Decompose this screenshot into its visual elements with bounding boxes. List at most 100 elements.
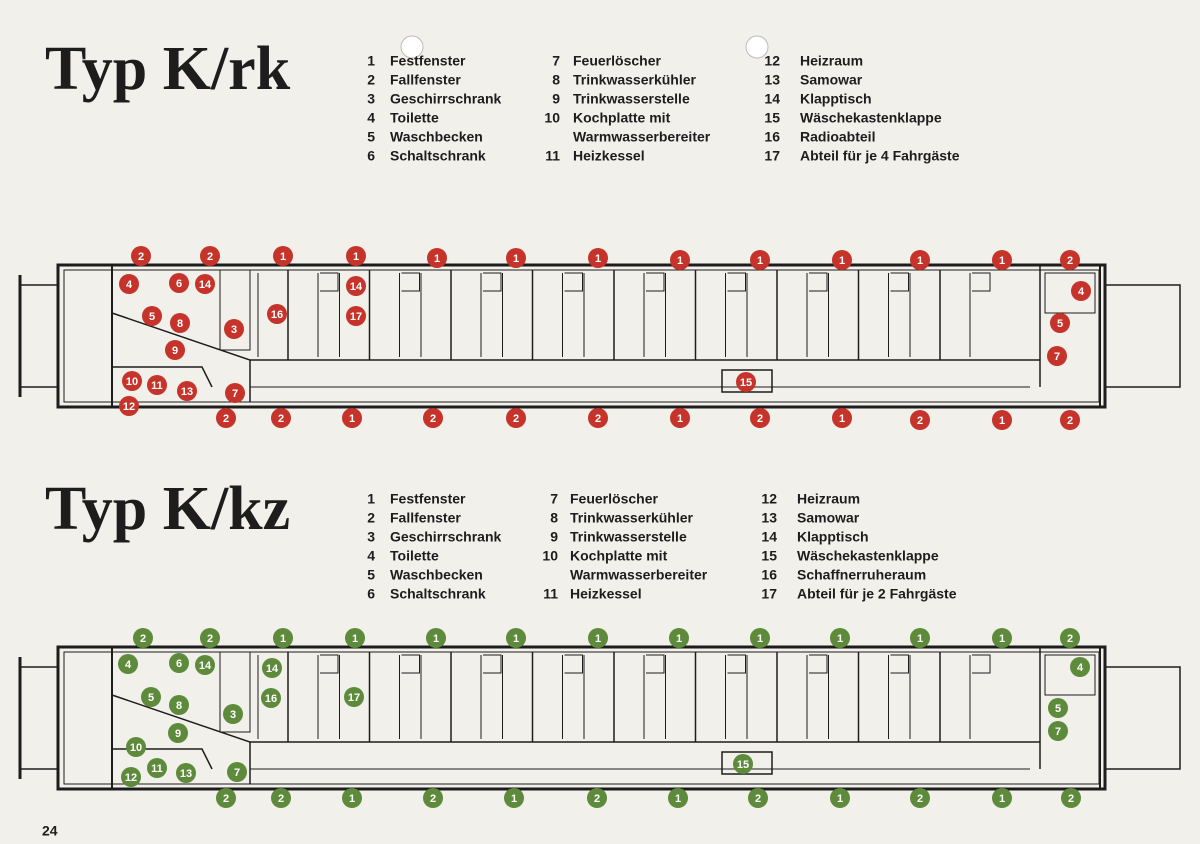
- table: [972, 654, 991, 674]
- marker-label: 1: [349, 793, 355, 805]
- marker-label: 12: [125, 772, 137, 784]
- marker-label: 11: [151, 380, 163, 392]
- marker-label: 7: [234, 767, 240, 779]
- table: [483, 272, 502, 292]
- marker-label: 1: [349, 413, 355, 425]
- marker: [133, 628, 153, 648]
- table: [890, 654, 909, 674]
- legend-text: Radioabteil: [800, 129, 875, 145]
- marker: [121, 767, 141, 787]
- legend-number: 3: [367, 529, 375, 545]
- legend-number: 12: [761, 491, 777, 507]
- marker-label: 1: [999, 793, 1005, 805]
- marker-label: 3: [230, 709, 236, 721]
- marker-label: 12: [123, 401, 135, 413]
- legend-number: 4: [367, 110, 375, 126]
- legend-number: 6: [367, 586, 375, 602]
- marker-label: 1: [917, 255, 923, 267]
- marker-label: 5: [1055, 703, 1061, 715]
- marker-label: 7: [1054, 351, 1060, 363]
- marker-label: 2: [223, 793, 229, 805]
- legend-number: 9: [550, 529, 558, 545]
- marker: [750, 408, 770, 428]
- marker-label: 10: [130, 742, 142, 754]
- legend-number: 6: [367, 148, 375, 164]
- marker: [344, 687, 364, 707]
- marker-label: 16: [271, 309, 283, 321]
- legend-text: Waschbecken: [390, 567, 483, 583]
- cabinet: [219, 651, 251, 733]
- table: [483, 654, 502, 674]
- legend-number: 9: [552, 91, 560, 107]
- marker: [227, 762, 247, 782]
- legend-number: 13: [764, 72, 780, 88]
- legend-text: Kochplatte mit: [570, 548, 668, 564]
- marker: [832, 408, 852, 428]
- legend-text: Warmwasserbereiter: [570, 567, 708, 583]
- legend-number: 8: [552, 72, 560, 88]
- legend-text: Heizraum: [800, 53, 863, 69]
- marker-label: 1: [757, 255, 763, 267]
- marker-label: 16: [265, 693, 277, 705]
- legend-text: Samowar: [800, 72, 863, 88]
- marker-label: 5: [149, 311, 155, 323]
- marker-label: 1: [839, 413, 845, 425]
- marker-label: 2: [1068, 793, 1074, 805]
- legend-number: 7: [550, 491, 558, 507]
- marker: [271, 788, 291, 808]
- marker: [992, 410, 1012, 430]
- marker-label: 10: [126, 376, 138, 388]
- marker-label: 1: [757, 633, 763, 645]
- table: [972, 272, 991, 292]
- legend-text: Klapptisch: [800, 91, 872, 107]
- legend-text: Toilette: [390, 548, 439, 564]
- marker-label: 2: [1067, 255, 1073, 267]
- marker: [200, 246, 220, 266]
- legend-number: 12: [764, 53, 780, 69]
- marker-label: 1: [434, 253, 440, 265]
- legend-text: Trinkwasserstelle: [573, 91, 690, 107]
- marker: [1050, 313, 1070, 333]
- legend-number: 5: [367, 129, 375, 145]
- marker: [195, 274, 215, 294]
- marker-label: 1: [280, 251, 286, 263]
- marker: [261, 688, 281, 708]
- marker-label: 1: [676, 633, 682, 645]
- marker-label: 1: [595, 253, 601, 265]
- marker-label: 1: [999, 633, 1005, 645]
- marker: [346, 246, 366, 266]
- marker: [165, 340, 185, 360]
- legend-text: Feuerlöscher: [573, 53, 661, 69]
- marker: [346, 306, 366, 326]
- marker: [346, 276, 366, 296]
- marker-label: 1: [999, 415, 1005, 427]
- marker-label: 1: [837, 633, 843, 645]
- marker-label: 1: [837, 793, 843, 805]
- marker: [267, 304, 287, 324]
- marker-label: 4: [125, 659, 132, 671]
- marker-label: 15: [740, 377, 752, 389]
- legend-text: Abteil für je 4 Fahrgäste: [800, 148, 960, 164]
- railcar: [18, 645, 1181, 791]
- punch-hole: [400, 35, 424, 59]
- marker: [506, 248, 526, 268]
- section-title: Typ K/rk: [45, 35, 291, 103]
- legend-text: Fallfenster: [390, 510, 461, 526]
- table: [564, 654, 583, 674]
- section-title: Typ K/kz: [45, 475, 290, 543]
- marker-label: 2: [430, 413, 436, 425]
- legend-number: 16: [764, 129, 780, 145]
- flap: [721, 369, 773, 393]
- marker-label: 6: [176, 278, 182, 290]
- marker: [216, 408, 236, 428]
- marker: [169, 695, 189, 715]
- legend-number: 17: [764, 148, 780, 164]
- marker: [342, 788, 362, 808]
- legend-text: Kochplatte mit: [573, 110, 671, 126]
- legend-number: 10: [544, 110, 560, 126]
- marker-label: 2: [755, 793, 761, 805]
- table: [401, 654, 420, 674]
- legend-number: 17: [761, 586, 777, 602]
- marker: [176, 763, 196, 783]
